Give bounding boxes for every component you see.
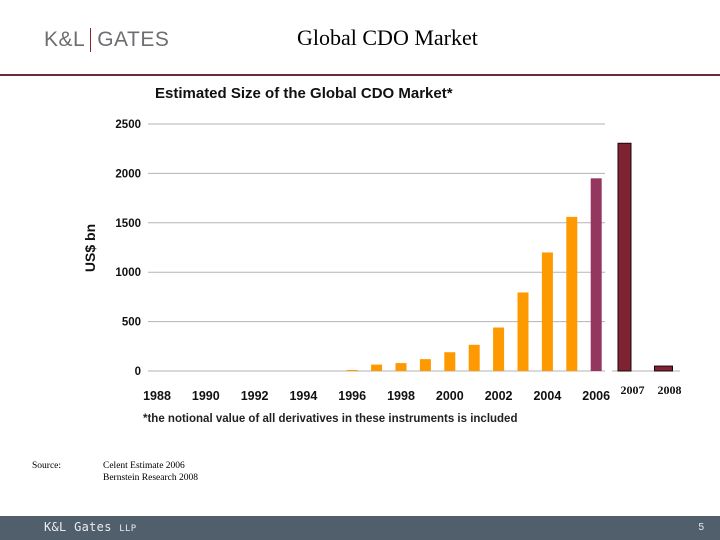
page-number: 5	[698, 522, 704, 533]
x-tick-label: 1988	[143, 389, 171, 403]
source-list: Celent Estimate 2006 Bernstein Research …	[103, 460, 198, 484]
slide-title: Global CDO Market	[297, 25, 478, 50]
bar-2007	[617, 142, 632, 372]
chart-footnote: *the notional value of all derivatives i…	[143, 413, 517, 425]
x-axis-ticks: 1988 1990 1992 1994 1996 1998 2000 2002 2004 2006…	[143, 383, 681, 403]
x-tick-label: 1992	[241, 389, 269, 403]
x-tick-label: 2006	[582, 389, 610, 403]
bar-2002	[493, 327, 505, 371]
x-tick-label: 2000	[436, 389, 464, 403]
bar-2001	[468, 344, 480, 371]
footer-brand-name: K&L Gates	[44, 520, 112, 534]
source-item: Celent Estimate 2006	[103, 461, 185, 471]
footer-brand: K&L Gates LLP	[44, 520, 136, 534]
y-tick-label: 500	[122, 317, 141, 329]
cdo-market-chart: Estimated Size of the Global CDO Market*…	[82, 85, 682, 425]
logo-left-text: K&L	[44, 28, 86, 51]
source-item: Bernstein Research 2008	[103, 473, 198, 483]
bar-2004	[541, 252, 553, 371]
y-tick-label: 1000	[115, 267, 141, 279]
bar-1998	[395, 363, 407, 371]
x-tick-label: 1994	[289, 389, 317, 403]
bar-1996	[346, 370, 358, 371]
bar-2006	[590, 178, 602, 371]
bar-2005	[566, 216, 578, 371]
y-tick-label: 2500	[115, 119, 141, 131]
logo-right-text: GATES	[97, 28, 170, 51]
x-tick-label: 2002	[485, 389, 513, 403]
bar-1997	[371, 364, 383, 371]
bar-1999	[419, 359, 431, 371]
bar-2000	[444, 352, 456, 371]
x-tick-label: 1990	[192, 389, 220, 403]
bar-2003	[517, 292, 529, 371]
x-tick-label: 1996	[338, 389, 366, 403]
bars	[346, 142, 673, 372]
y-tick-label: 0	[135, 366, 141, 378]
bar-2008	[654, 365, 673, 372]
x-tick-label: 2004	[533, 389, 561, 403]
x-tick-label: 2007	[621, 383, 645, 397]
footer-brand-suffix: LLP	[119, 524, 137, 534]
y-axis-label: US$ bn	[82, 224, 98, 272]
x-tick-label: 1998	[387, 389, 415, 403]
footer-bar: K&L Gates LLP 5	[0, 516, 720, 540]
x-tick-label: 2008	[658, 383, 682, 397]
y-axis-ticks: 0 500 1000 1500 2000 2500	[115, 119, 141, 378]
header-divider	[0, 74, 720, 76]
chart-title: Estimated Size of the Global CDO Market*	[155, 85, 453, 102]
company-logo: K&L GATES	[44, 27, 169, 53]
y-tick-label: 2000	[115, 168, 141, 180]
source-label: Source:	[32, 461, 62, 471]
logo-divider	[90, 28, 92, 52]
y-tick-label: 1500	[115, 218, 141, 230]
